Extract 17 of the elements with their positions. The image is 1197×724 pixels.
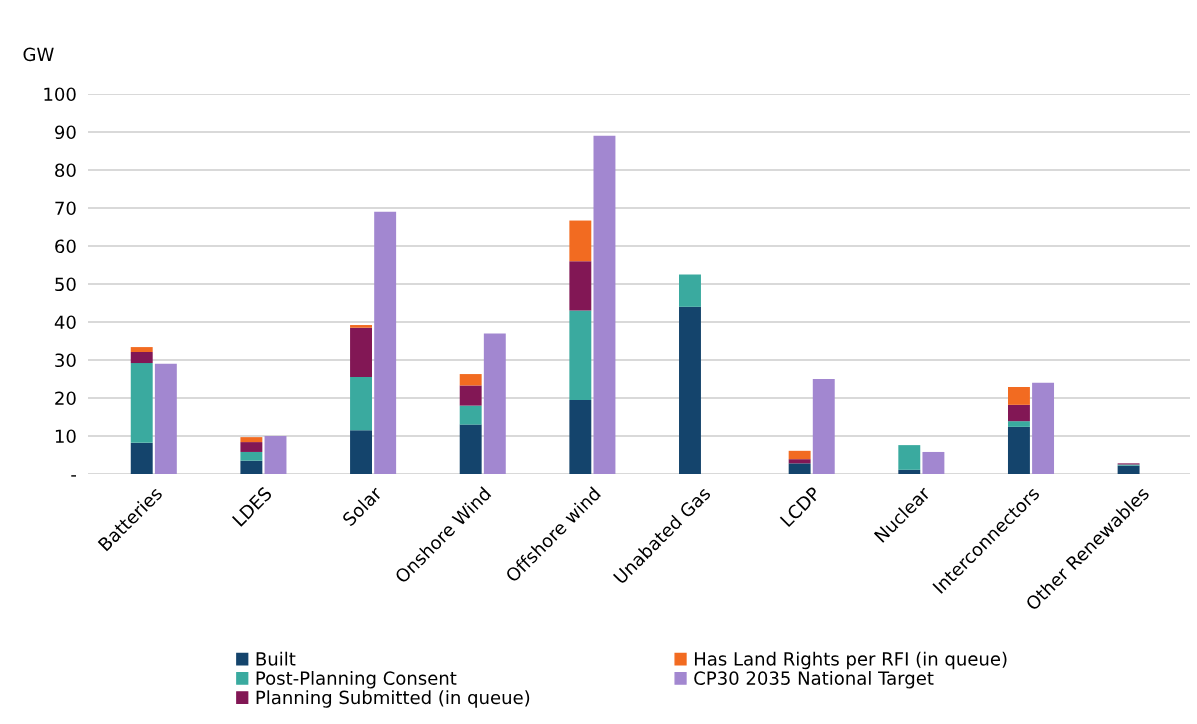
legend-label: Post-Planning Consent (256, 671, 457, 689)
y-axis-title: GW (23, 47, 54, 62)
y-tick-label: 20 (55, 391, 76, 406)
y-tick-label: 100 (44, 87, 76, 102)
y-tick-label: 70 (55, 201, 76, 216)
y-tick-label: 60 (55, 239, 76, 254)
y-tick-label: 30 (55, 353, 76, 368)
legend-label: Planning Submitted (in queue) (256, 690, 530, 708)
y-tick-label: 80 (55, 163, 76, 178)
legend-label: Has Land Rights per RFI (in queue) (694, 651, 1007, 670)
y-tick-label: 40 (54, 315, 76, 330)
y-tick-label: 90 (55, 125, 76, 140)
legend-label: CP30 2035 National Target (694, 671, 934, 689)
y-tick-label: 10 (55, 429, 76, 444)
y-tick-label: - (71, 475, 77, 477)
legend-label: Built (256, 651, 296, 666)
y-tick-label: 50 (55, 277, 76, 292)
